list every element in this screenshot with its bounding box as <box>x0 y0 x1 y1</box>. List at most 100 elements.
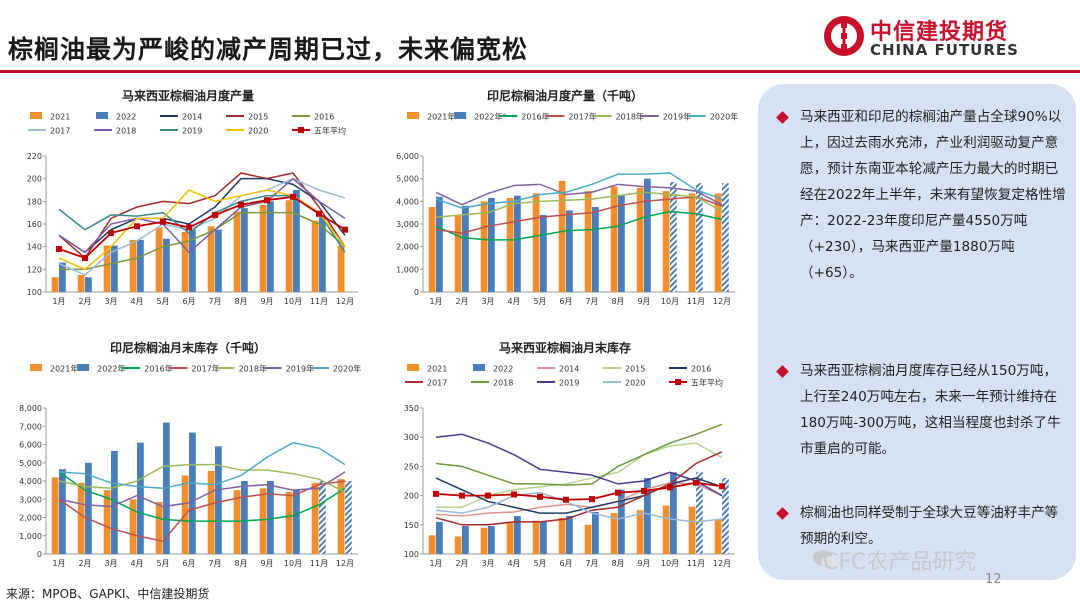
x-tick-label: 7月 <box>208 559 221 568</box>
svg-text:2022: 2022 <box>116 113 136 122</box>
x-tick-label: 1月 <box>429 559 442 568</box>
svg-text:2017: 2017 <box>50 127 70 136</box>
series-line <box>435 191 723 218</box>
svg-text:五年平均: 五年平均 <box>314 126 346 136</box>
y-tick-label: 300 <box>404 433 419 442</box>
bar <box>207 226 215 292</box>
y-tick-label: 220 <box>27 152 42 161</box>
bar <box>670 182 677 292</box>
bar <box>59 262 66 292</box>
series-line <box>58 471 346 508</box>
bar <box>488 525 495 554</box>
svg-text:2021: 2021 <box>427 365 447 374</box>
summary-bullet-text: 棕榈油也同样受制于全球大豆等油籽丰产等预期的利空。 <box>800 505 1059 547</box>
y-tick-label: 0 <box>414 288 419 297</box>
bar <box>618 489 625 554</box>
series-line <box>435 433 723 497</box>
series-marker <box>56 245 62 252</box>
series-marker <box>459 492 465 499</box>
bullet-diamond-icon <box>776 365 789 378</box>
series-line <box>58 441 346 490</box>
legend-item: 2019年 <box>263 364 314 374</box>
y-tick-label: 150 <box>404 521 419 530</box>
y-tick-label: 1,000 <box>396 265 419 274</box>
x-tick-label: 1月 <box>429 297 442 306</box>
bar <box>480 201 488 292</box>
x-tick-label: 4月 <box>130 297 143 306</box>
legend-item: 2022 <box>473 364 513 374</box>
title-divider <box>0 70 1080 73</box>
x-tick-label: 11月 <box>310 297 328 306</box>
bar <box>319 481 326 554</box>
series-line <box>59 211 346 271</box>
bar <box>714 518 722 554</box>
series-marker <box>667 484 673 491</box>
series-marker <box>238 201 244 208</box>
bar <box>51 277 59 292</box>
svg-text:2018: 2018 <box>493 379 513 388</box>
bar <box>103 245 111 292</box>
series-marker <box>134 223 140 230</box>
bar <box>155 227 163 292</box>
bar <box>610 513 618 554</box>
bar <box>189 229 196 292</box>
series-marker <box>108 230 114 237</box>
bar <box>85 277 92 292</box>
bar <box>207 470 215 554</box>
x-tick-label: 8月 <box>611 297 624 306</box>
bar <box>241 481 248 554</box>
bar <box>488 197 495 292</box>
series-line <box>58 471 346 522</box>
bar <box>215 229 222 292</box>
bullet-diamond-icon <box>776 507 789 520</box>
bar <box>137 442 144 554</box>
bar <box>85 462 92 554</box>
bar <box>345 481 352 554</box>
bar <box>584 191 592 292</box>
bar <box>506 521 514 554</box>
legend-item: 2015 <box>603 365 645 374</box>
series-line <box>435 423 723 486</box>
y-tick-label: 6,000 <box>396 152 419 161</box>
series-marker <box>485 492 491 499</box>
bar <box>566 210 573 292</box>
legend-item: 2019 <box>160 127 202 136</box>
x-tick-label: 6月 <box>559 559 572 568</box>
bar <box>514 195 521 292</box>
series-marker <box>511 491 517 498</box>
bar <box>259 488 267 554</box>
y-tick-label: 2,000 <box>396 243 419 252</box>
series-marker <box>563 496 569 503</box>
legend-item: 2016年 <box>122 364 173 374</box>
bar <box>337 245 345 292</box>
legend-item: 2020 <box>226 127 268 136</box>
x-tick-label: 4月 <box>130 559 143 568</box>
series-marker <box>537 493 543 500</box>
chart-title: 印尼棕榈油月末库存（千吨） <box>110 340 266 355</box>
legend-item: 2014 <box>537 365 579 374</box>
bar <box>558 180 566 292</box>
svg-text:2014: 2014 <box>182 113 202 122</box>
bar <box>77 482 85 554</box>
bar <box>514 516 521 554</box>
svg-text:2020年: 2020年 <box>333 364 361 374</box>
bar <box>259 204 267 292</box>
bar <box>293 190 300 292</box>
x-tick-label: 1月 <box>52 297 65 306</box>
legend-item: 五年平均 <box>669 378 723 388</box>
x-tick-label: 7月 <box>208 297 221 306</box>
bar <box>181 231 189 292</box>
legend-item: 2018年 <box>216 364 267 374</box>
summary-bullet-text: 马来西亚和印尼的棕榈油产量占全球90%以上，因过去雨水充沛，产业利润驱动复产意愿… <box>800 109 1066 281</box>
svg-text:2017: 2017 <box>427 379 447 388</box>
bar <box>662 505 670 554</box>
y-tick-label: 4,000 <box>396 197 419 206</box>
bar <box>688 506 696 554</box>
legend-item: 2021 <box>30 112 70 122</box>
x-tick-label: 7月 <box>585 297 598 306</box>
chart-my-stocks: 马来西亚棕榈油月末库存 2021 2022 2014 2015 2016 2017 2018 2… <box>385 336 745 574</box>
x-tick-label: 3月 <box>104 297 117 306</box>
bar <box>540 521 547 554</box>
legend-item: 2021年 <box>407 112 455 122</box>
bar <box>566 516 573 554</box>
